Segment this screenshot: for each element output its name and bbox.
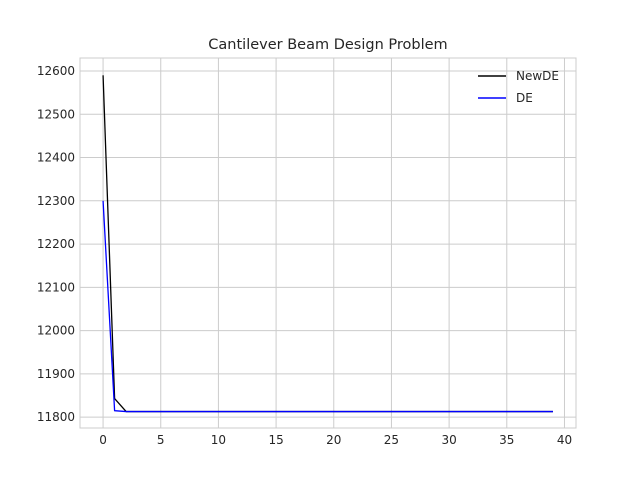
x-tick-label: 40 — [557, 433, 572, 447]
y-tick-label: 12100 — [37, 280, 75, 294]
y-tick-label: 12200 — [37, 237, 75, 251]
y-tick-label: 12400 — [37, 151, 75, 165]
chart-title: Cantilever Beam Design Problem — [208, 37, 447, 53]
y-tick-label: 11900 — [37, 367, 75, 381]
x-axis-ticks: 0 5 10 15 20 25 30 35 40 — [99, 433, 572, 447]
x-tick-label: 15 — [268, 433, 283, 447]
legend-label: NewDE — [516, 69, 559, 83]
x-tick-label: 0 — [99, 433, 107, 447]
series-lines — [102, 75, 553, 413]
x-tick-label: 30 — [441, 433, 456, 447]
x-tick-label: 35 — [499, 433, 514, 447]
legend-label: DE — [516, 91, 533, 105]
y-tick-label: 12600 — [37, 64, 75, 78]
plot-frame — [79, 57, 577, 429]
x-tick-label: 10 — [211, 433, 226, 447]
y-tick-label: 11800 — [37, 410, 75, 424]
legend: NewDE DE — [478, 69, 559, 105]
x-tick-label: 20 — [326, 433, 341, 447]
y-tick-label: 12000 — [37, 324, 75, 338]
x-tick-label: 25 — [384, 433, 399, 447]
y-tick-label: 12300 — [37, 194, 75, 208]
series-line-de — [102, 200, 553, 413]
grid — [80, 58, 576, 428]
y-axis-ticks: 11800 11900 12000 12100 12200 12300 12400 12500… — [37, 64, 75, 424]
y-tick-label: 12500 — [37, 107, 75, 121]
x-tick-label: 5 — [157, 433, 165, 447]
